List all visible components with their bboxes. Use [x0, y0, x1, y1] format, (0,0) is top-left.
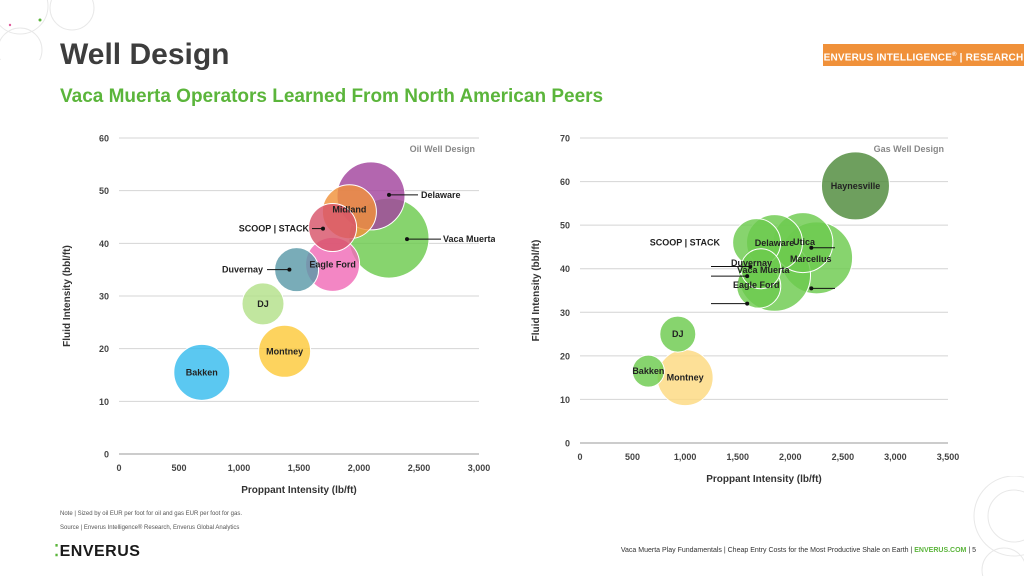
data-label-montney: Montney: [667, 373, 704, 383]
y-tick-label: 0: [104, 450, 109, 460]
data-label-delaware: Delaware: [421, 190, 461, 200]
data-label-dj: DJ: [672, 329, 684, 339]
data-label-haynesville: Haynesville: [831, 181, 881, 191]
data-label-dj: DJ: [257, 299, 269, 309]
y-tick-label: 40: [99, 239, 109, 249]
x-tick-label: 1,000: [228, 463, 251, 473]
y-tick-label: 30: [560, 308, 570, 318]
enverus-logo: ⁚ENVERUS: [54, 543, 141, 560]
x-tick-label: 3,500: [937, 452, 960, 462]
bubble-haynesville: [820, 151, 890, 221]
bubble-dj: [659, 315, 697, 353]
bubble-duvernay: [740, 248, 782, 290]
data-label-vaca-muerta: Vaca Muerta: [737, 265, 791, 275]
y-tick-label: 10: [99, 397, 109, 407]
x-tick-label: 2,500: [832, 452, 855, 462]
y-tick-label: 10: [560, 395, 570, 405]
data-label-eagle-ford: Eagle Ford: [309, 259, 356, 269]
y-tick-label: 30: [99, 292, 109, 302]
y-tick-label: 50: [99, 186, 109, 196]
x-axis-label: Proppant Intensity (lb/ft): [241, 485, 357, 496]
x-tick-label: 3,000: [884, 452, 907, 462]
x-tick-label: 1,500: [726, 452, 749, 462]
x-tick-label: 0: [116, 463, 121, 473]
x-axis-label: Proppant Intensity (lb/ft): [706, 474, 822, 485]
page-subtitle: Vaca Muerta Operators Learned From North…: [60, 86, 604, 107]
bubble-scoop-stack: [308, 203, 358, 253]
data-label-duvernay: Duvernay: [731, 258, 772, 268]
x-tick-label: 1,000: [674, 452, 697, 462]
bubble-dj: [241, 282, 285, 326]
data-label-eagle-ford: Eagle Ford: [733, 280, 780, 290]
data-label-montney: Montney: [266, 346, 303, 356]
page-title: Well Design: [60, 38, 230, 71]
data-label-bakken: Bakken: [632, 366, 664, 376]
gas-well-design-chart: 0 10 20 30 40 50 60 70 0 500 1,000 1,500 2,000 2,500 3…: [531, 134, 960, 486]
x-tick-label: 2,000: [779, 452, 802, 462]
x-tick-label: 500: [171, 463, 186, 473]
bubble-bakken: [173, 343, 231, 401]
data-label-bakken: Bakken: [186, 367, 218, 377]
x-tick-label: 0: [577, 452, 582, 462]
data-label-scoop-stack: SCOOP | STACK: [239, 224, 310, 234]
chart-note: Note | Sized by oil EUR per foot for oil…: [60, 511, 242, 517]
data-label-delaware: Delaware: [755, 238, 795, 248]
chart-source: Source | Enverus Intelligence® Research,…: [60, 525, 240, 531]
data-label-vaca-muerta: Vaca Muerta: [443, 234, 495, 244]
y-tick-label: 20: [560, 351, 570, 361]
research-badge: ENVERUS INTELLIGENCE® | RESEARCH: [823, 44, 1024, 66]
bubble-bakken: [631, 354, 665, 388]
chart-title: Gas Well Design: [874, 144, 944, 154]
data-label-duvernay: Duvernay: [222, 265, 263, 275]
data-label-marcellus: Marcellus: [790, 254, 832, 264]
data-label-scoop-stack: SCOOP | STACK: [650, 238, 721, 248]
decor-circles-top-left: [0, 0, 95, 60]
y-axis-label: Fluid Intensity (bbl/ft): [531, 240, 542, 342]
y-tick-label: 70: [560, 134, 570, 144]
y-tick-label: 60: [99, 134, 109, 144]
x-tick-label: 2,000: [348, 463, 371, 473]
x-tick-label: 3,000: [468, 463, 491, 473]
x-tick-label: 2,500: [408, 463, 431, 473]
data-label-utica: Utica: [793, 237, 816, 247]
y-tick-label: 40: [560, 264, 570, 274]
y-axis-label: Fluid Intensity (bbl/ft): [62, 245, 73, 347]
footer-text: Vaca Muerta Play Fundamentals | Cheap En…: [620, 547, 976, 554]
y-tick-label: 20: [99, 344, 109, 354]
bubble-montney: [258, 324, 312, 378]
x-tick-label: 1,500: [288, 463, 311, 473]
y-tick-label: 0: [565, 439, 570, 449]
y-tick-label: 50: [560, 221, 570, 231]
x-tick-label: 500: [625, 452, 640, 462]
chart-title: Oil Well Design: [410, 144, 475, 154]
oil-well-design-chart: 0 10 20 30 40 50 60 0 500 1,000 1,500 2,000 2,500 3,0…: [62, 134, 495, 497]
data-label-midland: Midland: [332, 205, 366, 215]
y-tick-label: 60: [560, 177, 570, 187]
decor-circles-bottom-right: [973, 476, 1024, 576]
